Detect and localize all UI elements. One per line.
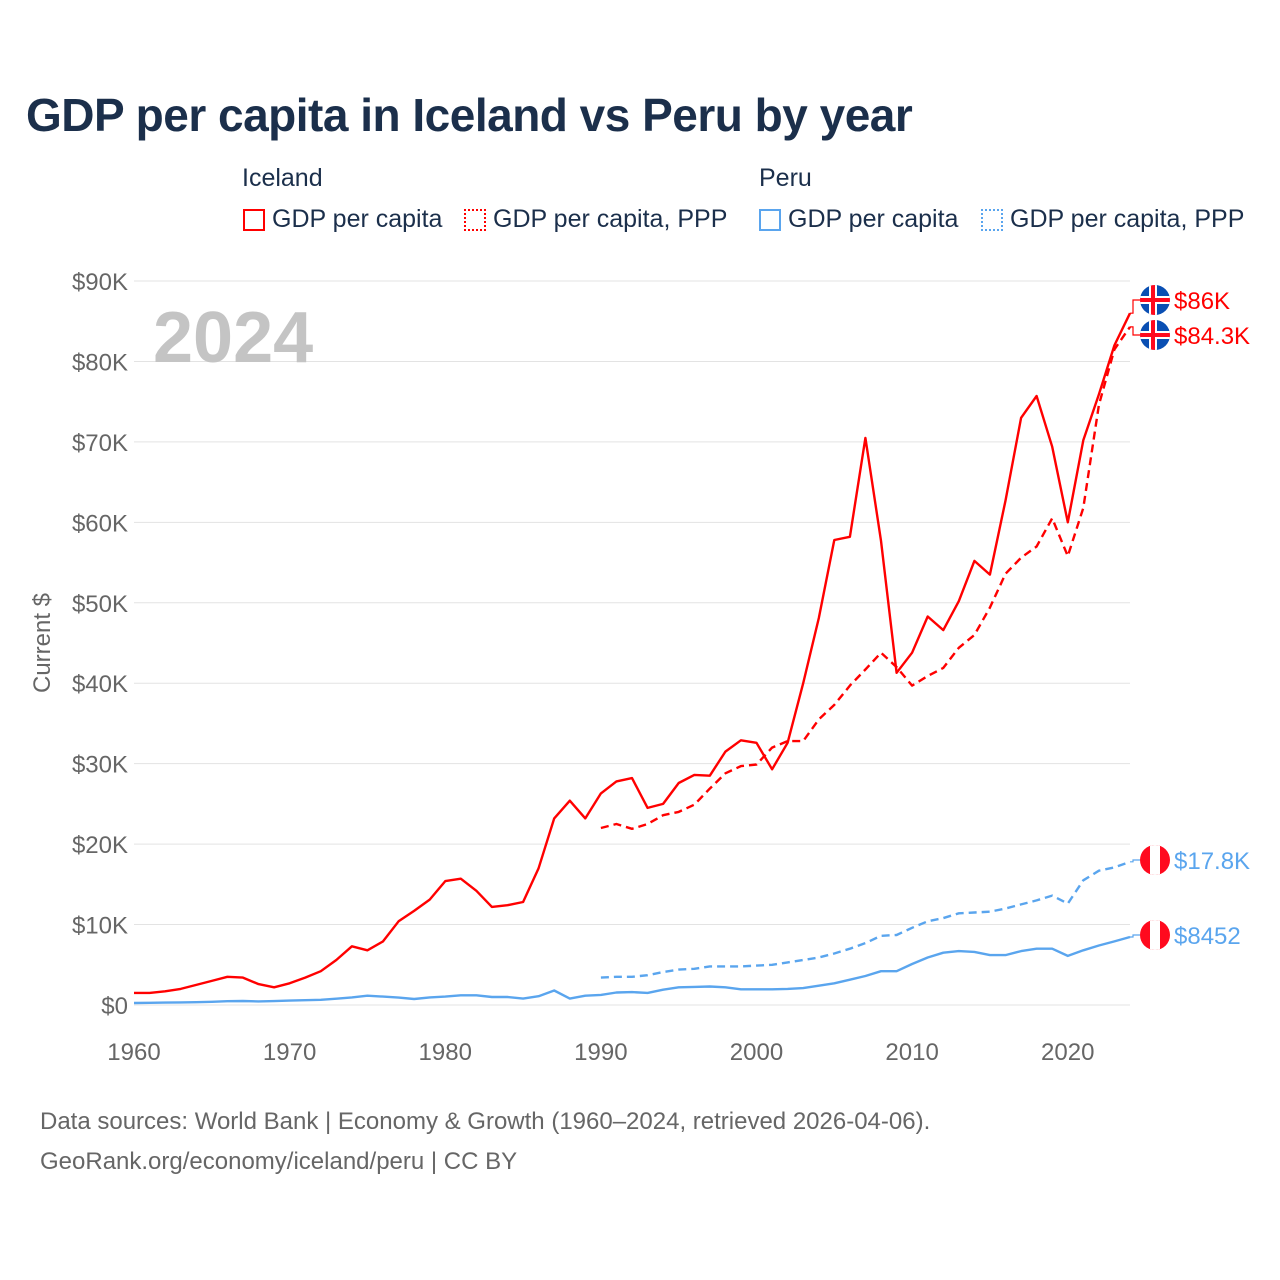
- legend-iceland-gdp[interactable]: GDP per capita: [243, 205, 442, 234]
- iceland-flag-icon: [1140, 285, 1170, 315]
- legend-swatch-solid-blue: [759, 208, 781, 231]
- end-value-label: $17.8K: [1174, 848, 1250, 875]
- y-tick-label: $30K: [72, 752, 128, 779]
- legend-swatch-dotted-red: [464, 208, 486, 231]
- end-connector: [1130, 859, 1140, 863]
- x-tick-label: 2010: [885, 1039, 938, 1066]
- legend-label: GDP per capita, PPP: [1010, 205, 1245, 233]
- legend-peru-ppp[interactable]: GDP per capita, PPP: [981, 205, 1244, 234]
- end-connector: [1130, 299, 1140, 314]
- year-watermark: 2024: [153, 298, 313, 378]
- peru-flag-icon: [1140, 920, 1170, 950]
- chart-title: GDP per capita in Iceland vs Peru by yea…: [26, 89, 913, 141]
- x-tick-label: 1960: [107, 1039, 160, 1066]
- iceland-flag-icon: [1140, 320, 1170, 350]
- legend-peru-gdp[interactable]: GDP per capita: [759, 205, 958, 234]
- legend-iceland-ppp[interactable]: GDP per capita, PPP: [464, 205, 727, 234]
- end-value-label: $8452: [1174, 923, 1241, 950]
- footer-attribution: GeoRank.org/economy/iceland/peru | CC BY: [40, 1148, 518, 1175]
- end-value-label: $84.3K: [1174, 323, 1250, 350]
- legend-swatch-solid-red: [243, 208, 265, 231]
- y-tick-label: $0: [101, 993, 128, 1020]
- x-tick-label: 1970: [263, 1039, 316, 1066]
- x-tick-label: 2000: [730, 1039, 783, 1066]
- legend-swatch-dotted-blue: [981, 208, 1003, 231]
- y-tick-label: $90K: [72, 269, 128, 296]
- series-line-iceland-gdp-per-capita: [134, 312, 1132, 995]
- y-tick-label: $60K: [72, 510, 128, 537]
- peru-flag-icon: [1140, 845, 1170, 875]
- y-axis-label: Current $: [29, 593, 56, 693]
- x-tick-label: 1990: [574, 1039, 627, 1066]
- series-line-peru-gdp-per-capita-ppp: [600, 860, 1131, 979]
- y-tick-label: $70K: [72, 430, 128, 457]
- y-tick-label: $80K: [72, 349, 128, 376]
- legend-label: GDP per capita: [788, 205, 959, 233]
- legend-label: GDP per capita: [272, 205, 443, 233]
- legend-group-iceland: Iceland: [242, 164, 323, 192]
- x-tick-label: 1980: [419, 1039, 472, 1066]
- end-connector: [1130, 326, 1140, 336]
- legend-label: GDP per capita, PPP: [493, 205, 728, 233]
- y-tick-label: $40K: [72, 671, 128, 698]
- y-tick-label: $20K: [72, 832, 128, 859]
- end-value-label: $86K: [1174, 288, 1230, 315]
- footer-sources: Data sources: World Bank | Economy & Gro…: [40, 1108, 931, 1135]
- series-line-iceland-gdp-per-capita-ppp: [600, 326, 1131, 830]
- y-tick-label: $10K: [72, 913, 128, 940]
- end-connector: [1130, 934, 1140, 938]
- legend-group-peru: Peru: [759, 164, 812, 192]
- y-tick-label: $50K: [72, 591, 128, 618]
- series-line-peru-gdp-per-capita: [133, 935, 1131, 1005]
- x-tick-label: 2020: [1041, 1039, 1094, 1066]
